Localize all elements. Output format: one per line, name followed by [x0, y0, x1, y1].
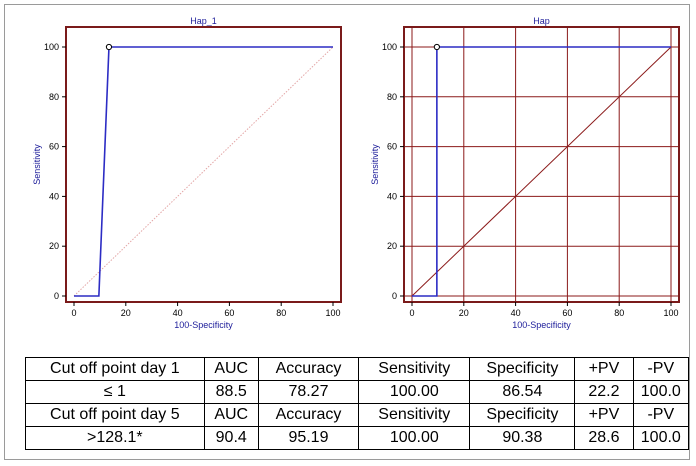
x-tick-label: 100	[325, 308, 340, 318]
table-header-cell: Specificity	[469, 403, 576, 427]
table-cell: >128.1*	[25, 426, 205, 450]
chart-title: Hap_1	[190, 16, 217, 26]
table-cell: 28.6	[574, 426, 634, 450]
diagnostic-stats-table: Cut off point day 1 AUC Accuracy Sensitivit…	[25, 357, 690, 450]
plot-frame	[65, 26, 342, 303]
table-row: >128.1* 90.4 95.19 100.00 90.38 28.6 100.0	[25, 426, 690, 450]
y-tick-label: 80	[49, 92, 59, 102]
reference-diagonal-line	[73, 46, 334, 297]
table-header-cell: AUC	[203, 403, 259, 427]
table-header-cell: Sensitivity	[358, 403, 471, 427]
table-header-cell: -PV	[632, 403, 690, 427]
roc-chart-hap1: Hap_1 0 20 40 60 80 100 0 20 40 60 80 100 100-Specifi…	[32, 16, 342, 330]
y-tick-label: 20	[387, 241, 397, 251]
table-row: ≤ 1 88.5 78.27 100.00 86.54 22.2 100.0	[25, 380, 690, 404]
table-cell: 100.0	[632, 426, 690, 450]
y-tick-label: 40	[49, 191, 59, 201]
table-header-cell: +PV	[574, 357, 634, 381]
y-axis-label: Sensitivity	[32, 144, 42, 185]
x-tick-label: 40	[173, 308, 183, 318]
table-header-cell: Cut off point day 5	[25, 403, 205, 427]
table-row: Cut off point day 1 AUC Accuracy Sensitivit…	[25, 357, 690, 381]
table-header-cell: Accuracy	[257, 357, 360, 381]
roc-curve-line	[412, 46, 671, 297]
x-tick-label: 60	[562, 308, 572, 318]
table-cell: 100.0	[632, 380, 690, 404]
cutoff-point-marker	[105, 43, 113, 51]
y-tick-label: 0	[392, 291, 397, 301]
table-header-cell: Sensitivity	[358, 357, 471, 381]
table-cell: 90.4	[203, 426, 259, 450]
y-tick-label: 80	[387, 92, 397, 102]
cutoff-point-marker	[433, 43, 440, 51]
table-row: Cut off point day 5 AUC Accuracy Sensitivit…	[25, 403, 690, 427]
table-cell: ≤ 1	[25, 380, 205, 404]
x-tick-label: 100	[663, 308, 678, 318]
x-tick-label: 40	[511, 308, 521, 318]
table-cell: 100.00	[358, 426, 471, 450]
table-cell: 78.27	[257, 380, 360, 404]
reference-diagonal-line	[411, 46, 672, 297]
x-tick-label: 20	[121, 308, 131, 318]
x-tick-label: 80	[276, 308, 286, 318]
x-tick-label: 80	[614, 308, 624, 318]
table-header-cell: Specificity	[469, 357, 576, 381]
table-cell: 86.54	[469, 380, 576, 404]
x-tick-label: 20	[459, 308, 469, 318]
roc-curve-line	[74, 46, 333, 297]
table-header-cell: AUC	[203, 357, 259, 381]
y-tick-label: 40	[387, 191, 397, 201]
x-tick-label: 0	[409, 308, 414, 318]
plot-frame	[403, 26, 680, 303]
table-cell: 95.19	[257, 426, 360, 450]
y-tick-label: 60	[49, 142, 59, 152]
table-header-cell: -PV	[632, 357, 690, 381]
x-axis-label: 100-Specificity	[174, 320, 233, 330]
table-cell: 100.00	[358, 380, 471, 404]
table-header-cell: Cut off point day 1	[25, 357, 205, 381]
chart-title: Hap	[533, 16, 550, 26]
y-tick-label: 60	[387, 142, 397, 152]
table-header-cell: +PV	[574, 403, 634, 427]
x-axis-label: 100-Specificity	[512, 320, 571, 330]
y-axis-label: Sensitivity	[370, 144, 380, 185]
roc-chart-hap: Hap 0 20 40 60 80 100 0 20 40 60 80 100 100-Specifici…	[370, 16, 680, 330]
x-tick-label: 60	[224, 308, 234, 318]
y-tick-label: 0	[54, 291, 59, 301]
y-tick-label: 20	[49, 241, 59, 251]
y-tick-label: 100	[44, 42, 59, 52]
table-cell: 88.5	[203, 380, 259, 404]
table-header-cell: Accuracy	[257, 403, 360, 427]
table-cell: 90.38	[469, 426, 576, 450]
figure-frame: Hap_1 0 20 40 60 80 100 0 20 40 60 80 100 100-Specifi…	[4, 4, 690, 460]
table-cell: 22.2	[574, 380, 634, 404]
x-tick-label: 0	[71, 308, 76, 318]
y-tick-label: 100	[382, 42, 397, 52]
